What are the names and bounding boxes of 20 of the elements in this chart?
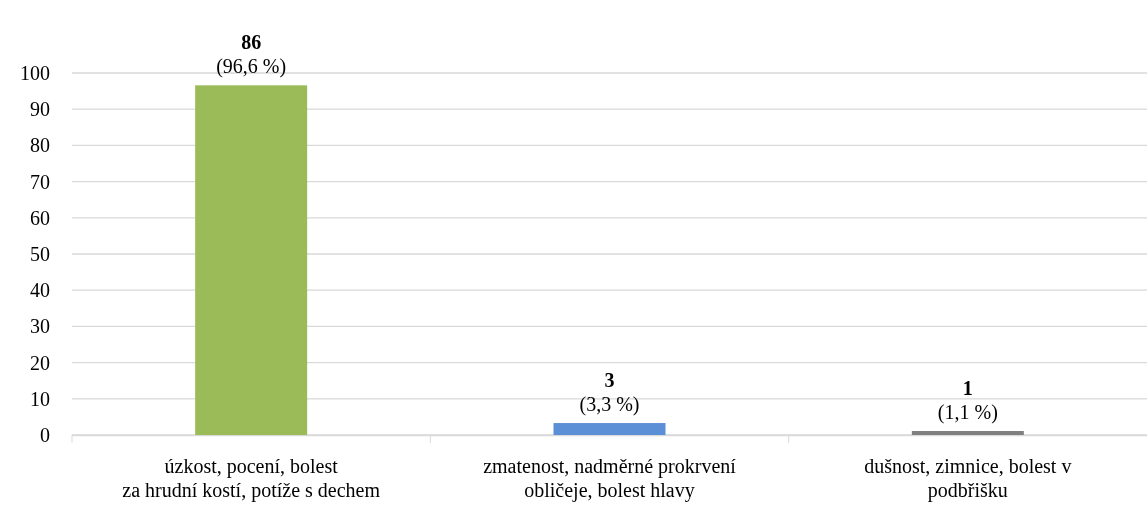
y-tick-label: 90	[30, 98, 50, 121]
y-tick-label: 10	[30, 387, 50, 410]
y-tick-label: 80	[30, 134, 50, 157]
y-tick-label: 60	[30, 206, 50, 229]
y-tick-label: 70	[30, 170, 50, 193]
bar	[911, 431, 1024, 435]
bar	[553, 423, 666, 435]
y-tick-label: 40	[30, 279, 50, 302]
data-label: 3 (3,3 %)	[579, 369, 640, 417]
bar	[195, 85, 308, 435]
y-tick-label: 100	[20, 61, 50, 84]
data-label: 1 (1,1 %)	[937, 377, 998, 425]
x-tick-label: dušnost, zimnice, bolest v podbřišku	[864, 455, 1072, 502]
y-tick-label: 20	[30, 351, 50, 374]
y-tick-label: 50	[30, 242, 50, 265]
y-tick-label: 30	[30, 315, 50, 338]
y-tick-label: 0	[40, 423, 50, 446]
x-tick-label: úzkost, pocení, bolest za hrudní kostí, potíže s dechem	[122, 455, 381, 502]
x-tick-label: zmatenost, nadměrné prokrvení obličeje, bolest hlavy	[483, 455, 737, 502]
data-label: 86 (96,6 %)	[216, 31, 287, 79]
